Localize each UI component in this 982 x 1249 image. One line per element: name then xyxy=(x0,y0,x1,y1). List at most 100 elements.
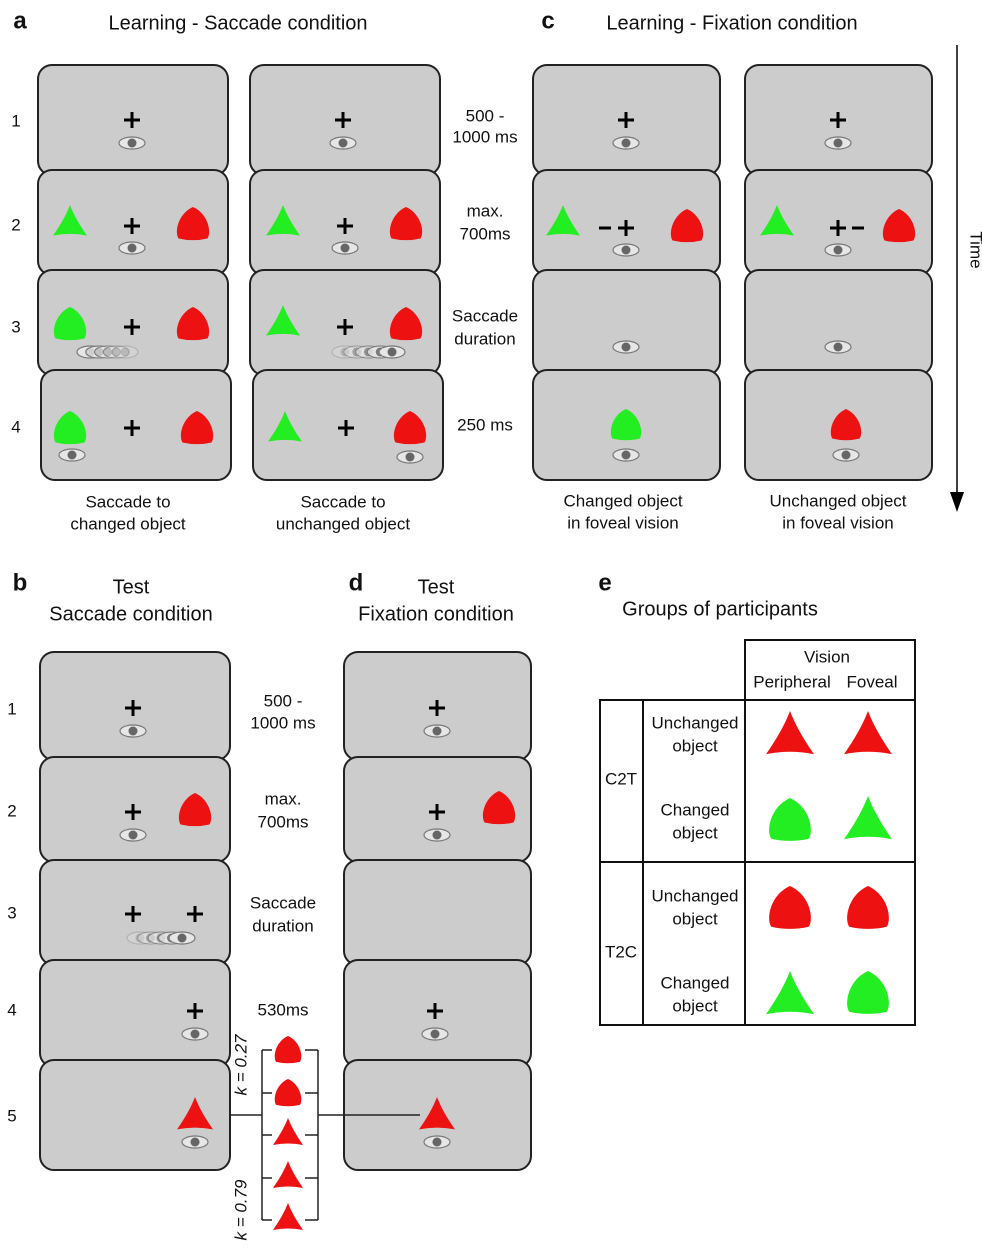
eye-iris xyxy=(388,348,397,357)
group-label: T2C xyxy=(605,942,637,961)
time-arrowhead xyxy=(950,492,964,512)
round-object xyxy=(275,1036,302,1063)
round-object xyxy=(275,1079,302,1106)
timing: 500 - xyxy=(466,106,505,125)
eye-iris xyxy=(129,831,138,840)
timing: Saccade xyxy=(250,893,316,912)
eye-iris xyxy=(129,727,138,736)
timing: 530ms xyxy=(257,1000,308,1019)
row-label: object xyxy=(672,736,718,755)
panel-title: Fixation condition xyxy=(358,603,514,625)
timing: 700ms xyxy=(257,812,308,831)
row-label: Changed xyxy=(660,800,729,819)
table-header: Peripheral xyxy=(753,672,831,691)
row-label: Changed xyxy=(660,973,729,992)
caption: Saccade to xyxy=(300,492,385,511)
table-header: Vision xyxy=(804,647,850,666)
eye-iris xyxy=(178,934,187,943)
timing: duration xyxy=(252,916,313,935)
eye-iris xyxy=(433,1138,442,1147)
round-object xyxy=(847,886,889,929)
eye-iris xyxy=(191,1138,200,1147)
round-object xyxy=(847,971,889,1014)
triangle-object xyxy=(844,711,892,754)
row-label: Unchanged xyxy=(652,713,739,732)
triangle-object xyxy=(273,1203,303,1230)
caption: in foveal vision xyxy=(567,513,679,532)
caption: Unchanged object xyxy=(769,491,906,510)
timing: 250 ms xyxy=(457,415,513,434)
k-label: k = 0.27 xyxy=(231,1034,250,1096)
row-label: object xyxy=(672,996,718,1015)
eye-iris xyxy=(121,348,130,357)
eye-iris xyxy=(834,246,843,255)
eye-iris xyxy=(431,1030,440,1039)
row-number: 2 xyxy=(11,215,20,234)
panel-title: Test xyxy=(418,576,455,598)
panel-letter: e xyxy=(598,569,611,596)
timing: Saccade xyxy=(452,306,518,325)
eye-iris xyxy=(842,451,851,460)
row-label: object xyxy=(672,823,718,842)
row-number: 1 xyxy=(7,699,16,718)
eye-iris xyxy=(622,139,631,148)
screen xyxy=(344,860,531,965)
panel-title: Learning - Fixation condition xyxy=(606,12,857,34)
triangle-object xyxy=(273,1161,303,1188)
panel-title: Learning - Saccade condition xyxy=(108,12,367,34)
timing: 500 - xyxy=(264,691,303,710)
eye-iris xyxy=(622,451,631,460)
row-number: 5 xyxy=(7,1106,16,1125)
triangle-object xyxy=(766,711,814,754)
eye-iris xyxy=(339,139,348,148)
eye-iris xyxy=(191,1030,200,1039)
time-label: Time xyxy=(967,231,982,268)
panel-letter: a xyxy=(13,7,27,34)
timing: max. xyxy=(265,789,302,808)
eye-iris xyxy=(622,343,631,352)
caption: changed object xyxy=(70,514,186,533)
panel-letter: d xyxy=(349,569,364,596)
round-object xyxy=(769,886,811,929)
group-label: C2T xyxy=(605,769,637,788)
caption: in foveal vision xyxy=(782,513,894,532)
triangle-object xyxy=(273,1118,303,1145)
row-number: 3 xyxy=(11,317,20,336)
eye-iris xyxy=(622,246,631,255)
screen xyxy=(533,270,720,375)
row-number: 1 xyxy=(11,111,20,130)
caption: unchanged object xyxy=(276,514,411,533)
timing: 1000 ms xyxy=(452,127,517,146)
row-number: 4 xyxy=(7,1000,16,1019)
screen xyxy=(40,960,230,1067)
screen xyxy=(40,652,230,760)
table-header: Foveal xyxy=(846,672,897,691)
eye-iris xyxy=(433,831,442,840)
row-label: Unchanged xyxy=(652,886,739,905)
figure: a Learning - Saccade condition 1 2 3 4 500 - 10… xyxy=(0,0,982,1249)
eye-iris xyxy=(834,343,843,352)
screen xyxy=(745,270,932,375)
timing: 1000 ms xyxy=(250,713,315,732)
row-number: 3 xyxy=(7,903,16,922)
panel-letter: c xyxy=(541,7,554,34)
panel-title: Saccade condition xyxy=(49,603,212,625)
row-label: object xyxy=(672,909,718,928)
screen xyxy=(344,960,531,1067)
timing: duration xyxy=(454,329,515,348)
panel-letter: b xyxy=(13,569,28,596)
timing: max. xyxy=(467,201,504,220)
timing: 700ms xyxy=(459,224,510,243)
row-number: 2 xyxy=(7,801,16,820)
triangle-object xyxy=(766,971,814,1014)
eye-iris xyxy=(406,453,415,462)
row-number: 4 xyxy=(11,417,20,436)
eye-iris xyxy=(128,139,137,148)
round-object xyxy=(769,798,811,841)
panel-title: Test xyxy=(113,576,150,598)
caption: Saccade to xyxy=(85,492,170,511)
triangle-object xyxy=(844,796,892,839)
eye-iris xyxy=(128,244,137,253)
panel-title: Groups of participants xyxy=(622,598,818,620)
eye-iris xyxy=(68,451,77,460)
